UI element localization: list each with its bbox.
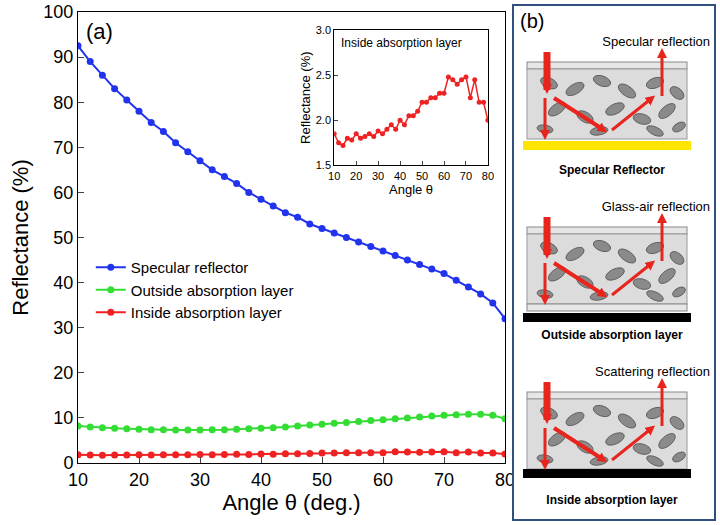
- svg-text:90: 90: [53, 47, 73, 67]
- svg-text:100: 100: [43, 2, 73, 22]
- svg-text:Reflectance (%): Reflectance (%): [8, 159, 33, 316]
- svg-text:80: 80: [495, 469, 515, 490]
- svg-text:10: 10: [68, 470, 88, 490]
- svg-text:60: 60: [373, 470, 393, 490]
- svg-text:0: 0: [63, 453, 73, 473]
- svg-text:Glass-air reflection: Glass-air reflection: [602, 199, 710, 214]
- svg-text:40: 40: [394, 170, 406, 182]
- svg-text:Specular reflector: Specular reflector: [131, 259, 249, 276]
- svg-text:2.5: 2.5: [316, 69, 331, 81]
- svg-text:30: 30: [190, 470, 210, 490]
- svg-text:30: 30: [53, 318, 73, 338]
- svg-text:1.5: 1.5: [316, 159, 331, 171]
- svg-text:50: 50: [416, 170, 428, 182]
- svg-text:Scattering reflection: Scattering reflection: [595, 364, 710, 379]
- svg-text:20: 20: [53, 363, 73, 383]
- svg-text:60: 60: [53, 183, 73, 203]
- svg-text:40: 40: [53, 273, 73, 293]
- svg-text:Reflectance (%): Reflectance (%): [298, 51, 313, 143]
- svg-text:60: 60: [438, 170, 450, 182]
- svg-text:Inside absorption layer: Inside absorption layer: [546, 493, 678, 507]
- svg-text:Outside absorption layer: Outside absorption layer: [131, 282, 294, 299]
- svg-text:Inside absorption layer: Inside absorption layer: [341, 36, 462, 50]
- svg-text:80: 80: [53, 93, 73, 113]
- svg-text:(a): (a): [86, 19, 113, 44]
- svg-text:10: 10: [53, 408, 73, 428]
- svg-text:Inside absorption layer: Inside absorption layer: [131, 304, 282, 321]
- svg-text:Outside absorption layer: Outside absorption layer: [541, 328, 683, 342]
- svg-text:Angle θ (deg.): Angle θ (deg.): [222, 490, 360, 515]
- svg-text:40: 40: [251, 470, 271, 490]
- svg-text:50: 50: [53, 228, 73, 248]
- svg-text:Specular reflection: Specular reflection: [602, 34, 710, 49]
- svg-text:Specular Reflector: Specular Reflector: [559, 163, 665, 177]
- svg-text:20: 20: [129, 470, 149, 490]
- svg-text:(b): (b): [520, 10, 544, 32]
- svg-text:3.0: 3.0: [316, 24, 331, 36]
- svg-text:20: 20: [350, 170, 362, 182]
- svg-text:10: 10: [328, 170, 340, 182]
- svg-text:30: 30: [372, 170, 384, 182]
- svg-text:Angle θ: Angle θ: [389, 182, 433, 197]
- svg-text:2.0: 2.0: [316, 114, 331, 126]
- svg-text:70: 70: [434, 470, 454, 490]
- svg-text:80: 80: [482, 170, 494, 182]
- svg-text:70: 70: [53, 138, 73, 158]
- svg-text:70: 70: [460, 170, 472, 182]
- svg-text:50: 50: [312, 470, 332, 490]
